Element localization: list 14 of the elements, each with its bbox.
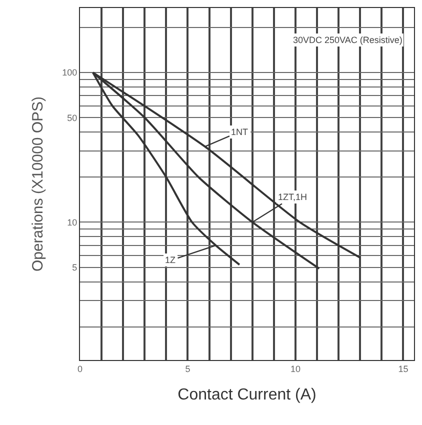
annotation: 30VDC 250VAC (Resistive) <box>293 35 402 45</box>
annotation: 1Z <box>165 255 176 265</box>
x-axis-title: Contact Current (A) <box>178 386 316 404</box>
y-tick-label: 5 <box>72 262 78 272</box>
y-tick-label: 100 <box>62 68 78 78</box>
annotation: 1ZT,1H <box>278 192 308 202</box>
x-tick-label: 15 <box>398 364 408 374</box>
y-axis-title: Operations (X10000 OPS) <box>29 96 46 272</box>
y-tick-label: 10 <box>67 217 78 228</box>
x-tick-label: 5 <box>185 364 190 374</box>
x-tick-label: 10 <box>290 364 300 374</box>
annotation: 1NT <box>231 127 249 137</box>
x-tick-label: 0 <box>77 364 83 374</box>
y-tick-label: 50 <box>67 112 78 123</box>
